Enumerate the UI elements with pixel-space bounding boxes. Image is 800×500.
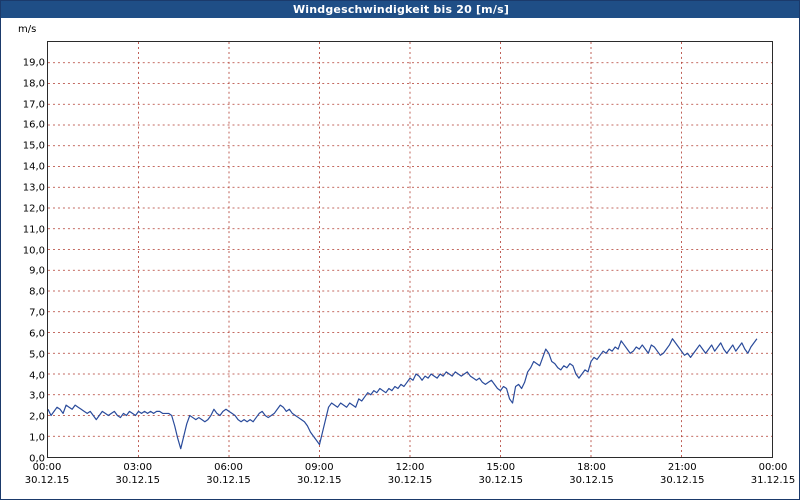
x-tick-time: 21:00 — [667, 462, 697, 473]
x-tick-date: 30.12.15 — [569, 475, 614, 486]
x-tick-date: 30.12.15 — [24, 475, 70, 486]
x-tick-label: 18:00 30.12.15 — [562, 461, 622, 487]
y-tick-label: 18,0 — [22, 78, 45, 90]
x-tick-date: 30.12.15 — [387, 475, 433, 486]
y-tick-label: 19,0 — [22, 57, 45, 69]
y-tick-label: 9,0 — [29, 265, 45, 277]
y-tick-label: 2,0 — [29, 411, 45, 423]
x-tick-label: 00:00 31.12.15 — [743, 461, 799, 487]
x-tick-label: 03:00 30.12.15 — [108, 461, 168, 487]
y-tick-label: 3,0 — [29, 390, 45, 402]
x-tick-date: 30.12.15 — [478, 475, 524, 486]
x-tick-date: 30.12.15 — [206, 475, 251, 486]
x-tick-label: 15:00 30.12.15 — [471, 461, 531, 487]
x-tick-label: 09:00 30.12.15 — [289, 461, 349, 487]
y-tick-label: 15,0 — [22, 140, 45, 152]
x-tick-time: 12:00 — [395, 462, 425, 473]
x-tick-time: 18:00 — [577, 462, 606, 473]
y-tick-label: 16,0 — [22, 119, 45, 131]
x-axis-tick-labels: 00:00 30.12.15 03:00 30.12.15 06:00 30.12.15 0… — [25, 459, 796, 499]
y-tick-label: 11,0 — [22, 224, 45, 236]
x-tick-date: 30.12.15 — [659, 475, 705, 486]
x-tick-time: 06:00 — [214, 462, 243, 473]
x-tick-date: 31.12.15 — [750, 475, 796, 486]
y-tick-label: 8,0 — [29, 286, 45, 298]
x-tick-time: 15:00 — [486, 462, 516, 473]
x-tick-time: 00:00 — [32, 462, 62, 473]
y-tick-label: 17,0 — [22, 99, 45, 111]
x-tick-date: 30.12.15 — [115, 475, 161, 486]
chart-area: m/s 19,0 18,0 17,0 16,0 15,0 14,0 13,0 12,0 11,0… — [1, 18, 799, 499]
y-tick-label: 6,0 — [29, 328, 45, 340]
y-tick-label: 13,0 — [22, 182, 45, 194]
series-windgeschwindigkeit — [48, 338, 758, 450]
x-tick-time: 09:00 — [304, 462, 334, 473]
plot-region — [47, 41, 773, 458]
y-tick-label: 7,0 — [29, 307, 45, 319]
y-tick-label: 12,0 — [22, 203, 45, 215]
x-tick-label: 00:00 30.12.15 — [17, 461, 77, 487]
y-tick-label: 4,0 — [29, 370, 45, 382]
y-tick-label: 5,0 — [29, 349, 45, 361]
y-tick-label: 0,0 — [29, 453, 45, 465]
page-title: Windgeschwindigkeit bis 20 [m/s] — [292, 3, 510, 16]
y-tick-label: 14,0 — [22, 161, 45, 173]
x-tick-time: 00:00 — [758, 462, 788, 473]
gridlines — [48, 42, 772, 457]
y-axis-tick-labels: 19,0 18,0 17,0 16,0 15,0 14,0 13,0 12,0 11,0 10,0… — [1, 41, 45, 464]
y-tick-label: 10,0 — [22, 245, 45, 256]
x-tick-label: 21:00 30.12.15 — [652, 461, 712, 487]
window-title-bar: Windgeschwindigkeit bis 20 [m/s] — [1, 1, 799, 18]
x-tick-label: 06:00 30.12.15 — [199, 461, 259, 487]
x-tick-time: 03:00 — [123, 462, 153, 473]
y-axis-unit-label: m/s — [18, 24, 37, 35]
y-tick-label: 1,0 — [29, 432, 45, 444]
x-tick-label: 12:00 30.12.15 — [380, 461, 440, 487]
x-tick-date: 30.12.15 — [296, 475, 342, 486]
